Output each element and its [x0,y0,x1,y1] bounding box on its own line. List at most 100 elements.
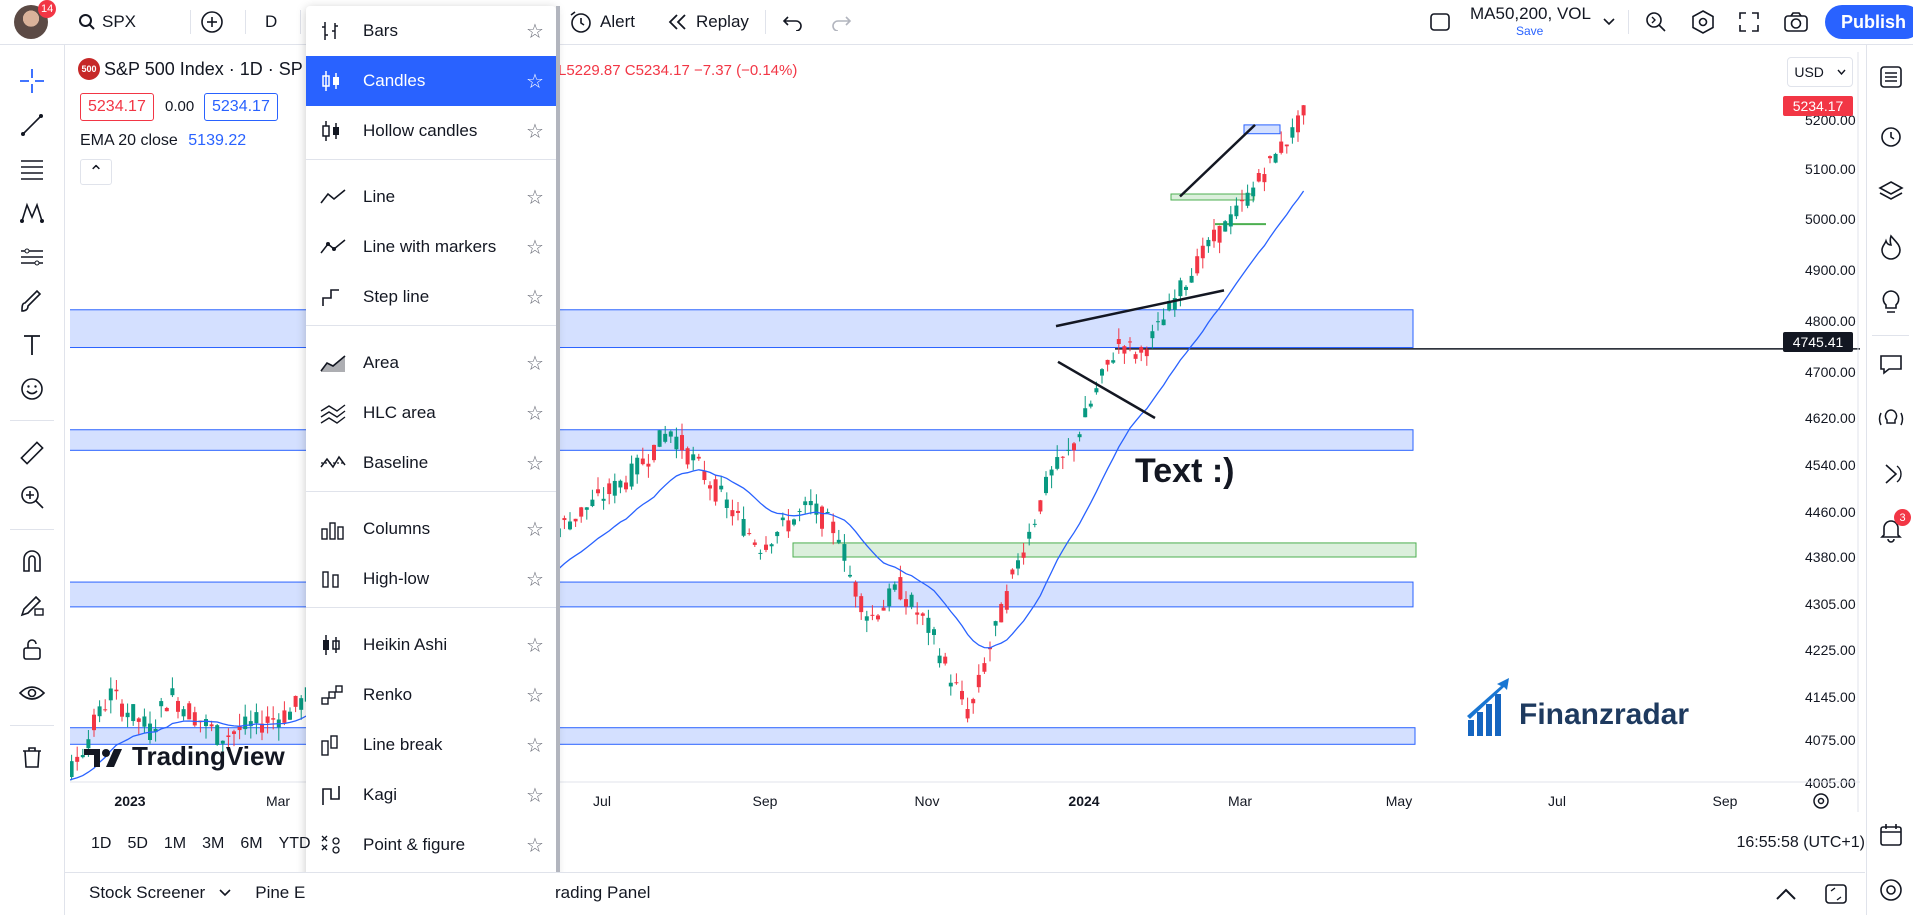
favorite-star-icon[interactable]: ☆ [526,518,544,541]
chats-button[interactable] [1874,347,1908,381]
chart-type-item-point-figure[interactable]: Point & figure ☆ [306,820,556,870]
symbol-search[interactable]: SPX [78,0,136,44]
magnet-tool[interactable] [16,545,48,577]
tab-pine-editor[interactable]: Pine E [255,883,306,902]
hide-drawings-tool[interactable] [16,677,48,709]
save-link[interactable]: Save [1516,24,1544,38]
drawing-mode-tool[interactable] [16,589,48,621]
chart-type-item-heikin-ashi[interactable]: Heikin Ashi ☆ [306,620,556,670]
sell-price-box[interactable]: 5234.17 [80,93,154,121]
chart-type-item-baseline[interactable]: Baseline ☆ [306,438,556,488]
zoom-tool[interactable] [16,481,48,513]
tab-trading-panel[interactable]: rading Panel [555,883,651,902]
candle-body [153,728,158,733]
candle-body [1240,199,1244,202]
favorite-star-icon[interactable]: ☆ [526,834,544,857]
range-button-1m[interactable]: 1M [163,835,187,852]
legend-title[interactable]: S&P 500 Index · 1D · SP [104,58,303,79]
alert-button[interactable]: Alert [568,0,635,44]
time-axis-settings-icon[interactable] [1811,791,1831,811]
ideas-button[interactable] [1874,285,1908,319]
chart-type-item-renko[interactable]: Renko ☆ [306,670,556,720]
fib-tool[interactable] [16,153,48,185]
remove-drawings-tool[interactable] [16,741,48,773]
buy-price-box[interactable]: 5234.17 [204,93,278,121]
candle-body [70,761,74,778]
indicators-template[interactable]: MA50,200, VOL Save [1470,4,1620,40]
publish-button[interactable]: Publish [1825,5,1913,39]
currency-selector[interactable]: USD [1787,57,1853,87]
chart-type-item-line-with-markers[interactable]: Line with markers ☆ [306,222,556,272]
snapshot-button[interactable] [1783,0,1809,44]
chart-type-item-high-low[interactable]: High-low ☆ [306,554,556,604]
favorite-star-icon[interactable]: ☆ [526,286,544,309]
favorite-star-icon[interactable]: ☆ [526,634,544,657]
text-tool[interactable] [16,329,48,361]
range-button-6m[interactable]: 6M [240,835,263,852]
favorite-star-icon[interactable]: ☆ [526,452,544,475]
candle-body [1049,469,1054,476]
trend-line-tool[interactable] [16,109,48,141]
chart-type-item-hlc-area[interactable]: HLC area ☆ [306,388,556,438]
lock-drawings-tool[interactable] [16,633,48,665]
layout-button[interactable] [1428,0,1452,44]
range-button-ytd[interactable]: YTD [278,835,311,852]
interval-button[interactable]: D [265,12,278,31]
compare-add-button[interactable] [200,0,224,44]
prediction-tool[interactable] [16,241,48,273]
menu-scrollbar[interactable] [556,6,560,915]
emoji-tool[interactable] [16,373,48,405]
hotlists-button[interactable] [1874,230,1908,264]
favorite-star-icon[interactable]: ☆ [526,352,544,375]
favorite-star-icon[interactable]: ☆ [526,568,544,591]
replay-button[interactable]: Replay [666,0,749,44]
calendar-button[interactable] [1874,818,1908,852]
text-icon [24,335,40,355]
alerts-panel-button[interactable] [1874,119,1908,153]
settings-button[interactable] [1690,0,1716,44]
clock[interactable]: 16:55:58 (UTC+1) [1736,834,1865,851]
maximize-panel-icon[interactable] [1823,882,1849,906]
watchlist-button[interactable] [1874,60,1908,94]
favorite-star-icon[interactable]: ☆ [526,734,544,757]
legend-collapse-button[interactable]: ⌃ [80,159,112,185]
favorite-star-icon[interactable]: ☆ [526,20,544,43]
range-button-1d[interactable]: 1D [91,835,112,852]
redo-button[interactable] [830,0,852,44]
chart-type-item-kagi[interactable]: Kagi ☆ [306,770,556,820]
measure-tool[interactable] [16,437,48,469]
favorite-star-icon[interactable]: ☆ [526,402,544,425]
streams-button[interactable] [1874,402,1908,436]
favorite-star-icon[interactable]: ☆ [526,70,544,93]
chart-type-item-step-line[interactable]: Step line ☆ [306,272,556,322]
chart-type-item-candles[interactable]: Candles ☆ [306,56,556,106]
favorite-star-icon[interactable]: ☆ [526,120,544,143]
chart-type-item-hollow-candles[interactable]: Hollow candles ☆ [306,106,556,156]
range-button-5d[interactable]: 5D [127,835,148,852]
calendar-feed-button[interactable] [1874,457,1908,491]
chart-type-item-line-break[interactable]: Line break ☆ [306,720,556,770]
fullscreen-button[interactable] [1737,0,1761,44]
favorite-star-icon[interactable]: ☆ [526,784,544,807]
notifications-button[interactable] [1874,512,1908,546]
chart-type-item-area[interactable]: Area ☆ [306,338,556,388]
template-dropdown[interactable] [1603,0,1615,44]
chart-type-item-bars[interactable]: Bars ☆ [306,6,556,56]
chart-type-item-line[interactable]: Line ☆ [306,172,556,222]
chart-type-item-columns[interactable]: Columns ☆ [306,504,556,554]
crosshair-tool[interactable] [16,65,48,97]
annotation-text[interactable]: Text :) [1135,452,1235,490]
favorite-star-icon[interactable]: ☆ [526,684,544,707]
pattern-tool[interactable] [16,197,48,229]
ema-legend[interactable]: EMA 20 close 5139.22 [80,132,246,150]
tab-stock-screener[interactable]: Stock Screener [89,883,206,902]
undo-button[interactable] [782,0,804,44]
favorite-star-icon[interactable]: ☆ [526,186,544,209]
chevron-up-icon[interactable] [1775,887,1797,901]
range-button-3m[interactable]: 3M [202,835,225,852]
favorite-star-icon[interactable]: ☆ [526,236,544,259]
quick-search-button[interactable] [1643,0,1669,44]
brush-tool[interactable] [16,285,48,317]
help-button[interactable] [1874,873,1908,907]
object-tree-button[interactable] [1874,175,1908,209]
